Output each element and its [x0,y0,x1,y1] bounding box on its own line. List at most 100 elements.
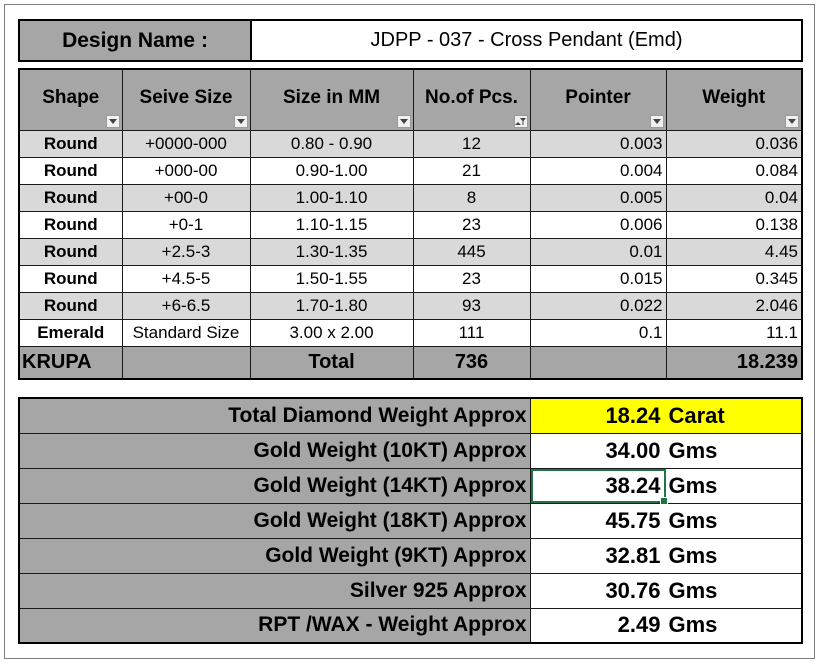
summary-label[interactable]: Gold Weight (10KT) Approx [18,432,531,469]
cell-pcs[interactable]: 8 [412,183,531,212]
cell-seive[interactable]: +6-6.5 [121,291,251,320]
cell-shape[interactable]: Round [18,237,123,266]
cell-pcs[interactable]: 23 [412,210,531,239]
cell-weight[interactable]: 0.04 [665,183,803,212]
dropdown-arrow-icon[interactable] [105,114,120,128]
total-seive[interactable] [121,345,251,380]
table-row: Round +2.5-3 1.30-1.35 445 0.01 4.45 [18,237,803,266]
header-weight[interactable]: Weight [665,68,803,131]
total-label[interactable]: Total [249,345,414,380]
summary-unit: Gms [668,507,718,533]
summary-value-cell[interactable]: 2.49 Gms [529,607,803,644]
summary-label[interactable]: Gold Weight (18KT) Approx [18,502,531,539]
cell-mm[interactable]: 1.50-1.55 [249,264,414,293]
cell-mm[interactable]: 3.00 x 2.00 [249,318,414,347]
cell-pointer[interactable]: 0.005 [529,183,667,212]
total-pcs[interactable]: 736 [412,345,531,380]
header-pointer-label: Pointer [565,86,631,108]
summary-value-cell[interactable]: 30.76 Gms [529,572,803,609]
summary-unit: Gms [668,612,718,638]
total-pointer[interactable] [529,345,667,380]
cell-pcs[interactable]: 111 [412,318,531,347]
cell-pointer[interactable]: 0.01 [529,237,667,266]
table-row: Round +0-1 1.10-1.15 23 0.006 0.138 [18,210,803,239]
cell-weight[interactable]: 0.138 [665,210,803,239]
cell-mm[interactable]: 1.30-1.35 [249,237,414,266]
cell-pcs[interactable]: 23 [412,264,531,293]
cell-seive[interactable]: +0000-000 [121,129,251,158]
cell-pcs[interactable]: 445 [412,237,531,266]
summary-value-cell-selected[interactable]: 38.24 Gms [529,467,803,505]
cell-mm[interactable]: 0.80 - 0.90 [249,129,414,158]
cell-shape[interactable]: Round [18,210,123,239]
cell-weight[interactable]: 2.046 [665,291,803,320]
cell-weight[interactable]: 0.036 [665,129,803,158]
cell-pointer[interactable]: 0.006 [529,210,667,239]
cell-shape[interactable]: Round [18,156,123,185]
table-row: Round +00-0 1.00-1.10 8 0.005 0.04 [18,183,803,212]
cell-shape[interactable]: Round [18,291,123,320]
dropdown-arrow-icon[interactable] [649,114,664,128]
total-row: KRUPA Total 736 18.239 [18,345,803,380]
cell-shape[interactable]: Round [18,264,123,293]
cell-pointer[interactable]: 0.003 [529,129,667,158]
cell-weight[interactable]: 0.084 [665,156,803,185]
cell-pointer[interactable]: 0.022 [529,291,667,320]
header-size-in-mm-label: Size in MM [282,86,381,108]
summary-value: 2.49 [617,612,661,638]
cell-seive[interactable]: +0-1 [121,210,251,239]
summary-label[interactable]: Total Diamond Weight Approx [18,397,531,434]
cell-mm[interactable]: 1.70-1.80 [249,291,414,320]
cell-seive[interactable]: +000-00 [121,156,251,185]
cell-pcs[interactable]: 21 [412,156,531,185]
dropdown-arrow-icon[interactable] [785,114,799,128]
cell-weight[interactable]: 11.1 [665,318,803,347]
dropdown-arrow-icon[interactable] [396,114,411,128]
header-seive-size[interactable]: Seive Size [121,68,251,131]
summary-value-cell[interactable]: 18.24 Carat [529,397,803,434]
cell-mm[interactable]: 1.10-1.15 [249,210,414,239]
summary-unit: Gms [668,577,718,603]
design-name-label[interactable]: Design Name : [20,21,252,60]
summary-value-cell[interactable]: 32.81 Gms [529,537,803,574]
cell-weight[interactable]: 0.345 [665,264,803,293]
cell-seive[interactable]: +00-0 [121,183,251,212]
summary-value-cell[interactable]: 34.00 Gms [529,432,803,469]
filter-sort-icon[interactable] [513,114,528,128]
cell-pointer[interactable]: 0.004 [529,156,667,185]
cell-mm[interactable]: 0.90-1.00 [249,156,414,185]
cell-pcs[interactable]: 93 [412,291,531,320]
total-shape[interactable]: KRUPA [18,345,123,380]
header-size-in-mm[interactable]: Size in MM [249,68,414,131]
design-name-value[interactable]: JDPP - 037 - Cross Pendant (Emd) [252,21,801,60]
cell-seive[interactable]: +4.5-5 [121,264,251,293]
header-no-of-pcs[interactable]: No.of Pcs. [412,68,531,131]
summary-row: Gold Weight (18KT) Approx 45.75 Gms [18,502,803,539]
cell-shape[interactable]: Emerald [18,318,123,347]
summary-unit: Gms [668,437,718,463]
summary-row: Gold Weight (14KT) Approx 38.24 Gms [18,467,803,505]
summary-value-cell[interactable]: 45.75 Gms [529,502,803,539]
summary-row: RPT /WAX - Weight Approx 2.49 Gms [18,607,803,644]
cell-shape[interactable]: Round [18,129,123,158]
summary-label[interactable]: Silver 925 Approx [18,572,531,609]
summary-value: 38.24 [605,472,661,498]
total-weight[interactable]: 18.239 [665,345,803,380]
table-row: Round +6-6.5 1.70-1.80 93 0.022 2.046 [18,291,803,320]
summary-label[interactable]: RPT /WAX - Weight Approx [18,607,531,644]
cell-pointer[interactable]: 0.1 [529,318,667,347]
summary-row: Gold Weight (10KT) Approx 34.00 Gms [18,432,803,469]
cell-seive[interactable]: Standard Size [121,318,251,347]
dropdown-arrow-icon[interactable] [233,114,248,128]
stone-table: Shape Seive Size Size in MM No.of Pcs. P… [18,68,803,380]
cell-shape[interactable]: Round [18,183,123,212]
cell-seive[interactable]: +2.5-3 [121,237,251,266]
cell-mm[interactable]: 1.00-1.10 [249,183,414,212]
header-shape[interactable]: Shape [18,68,123,131]
cell-weight[interactable]: 4.45 [665,237,803,266]
cell-pointer[interactable]: 0.015 [529,264,667,293]
summary-label[interactable]: Gold Weight (14KT) Approx [18,467,531,504]
header-pointer[interactable]: Pointer [529,68,667,131]
summary-label[interactable]: Gold Weight (9KT) Approx [18,537,531,574]
cell-pcs[interactable]: 12 [412,129,531,158]
